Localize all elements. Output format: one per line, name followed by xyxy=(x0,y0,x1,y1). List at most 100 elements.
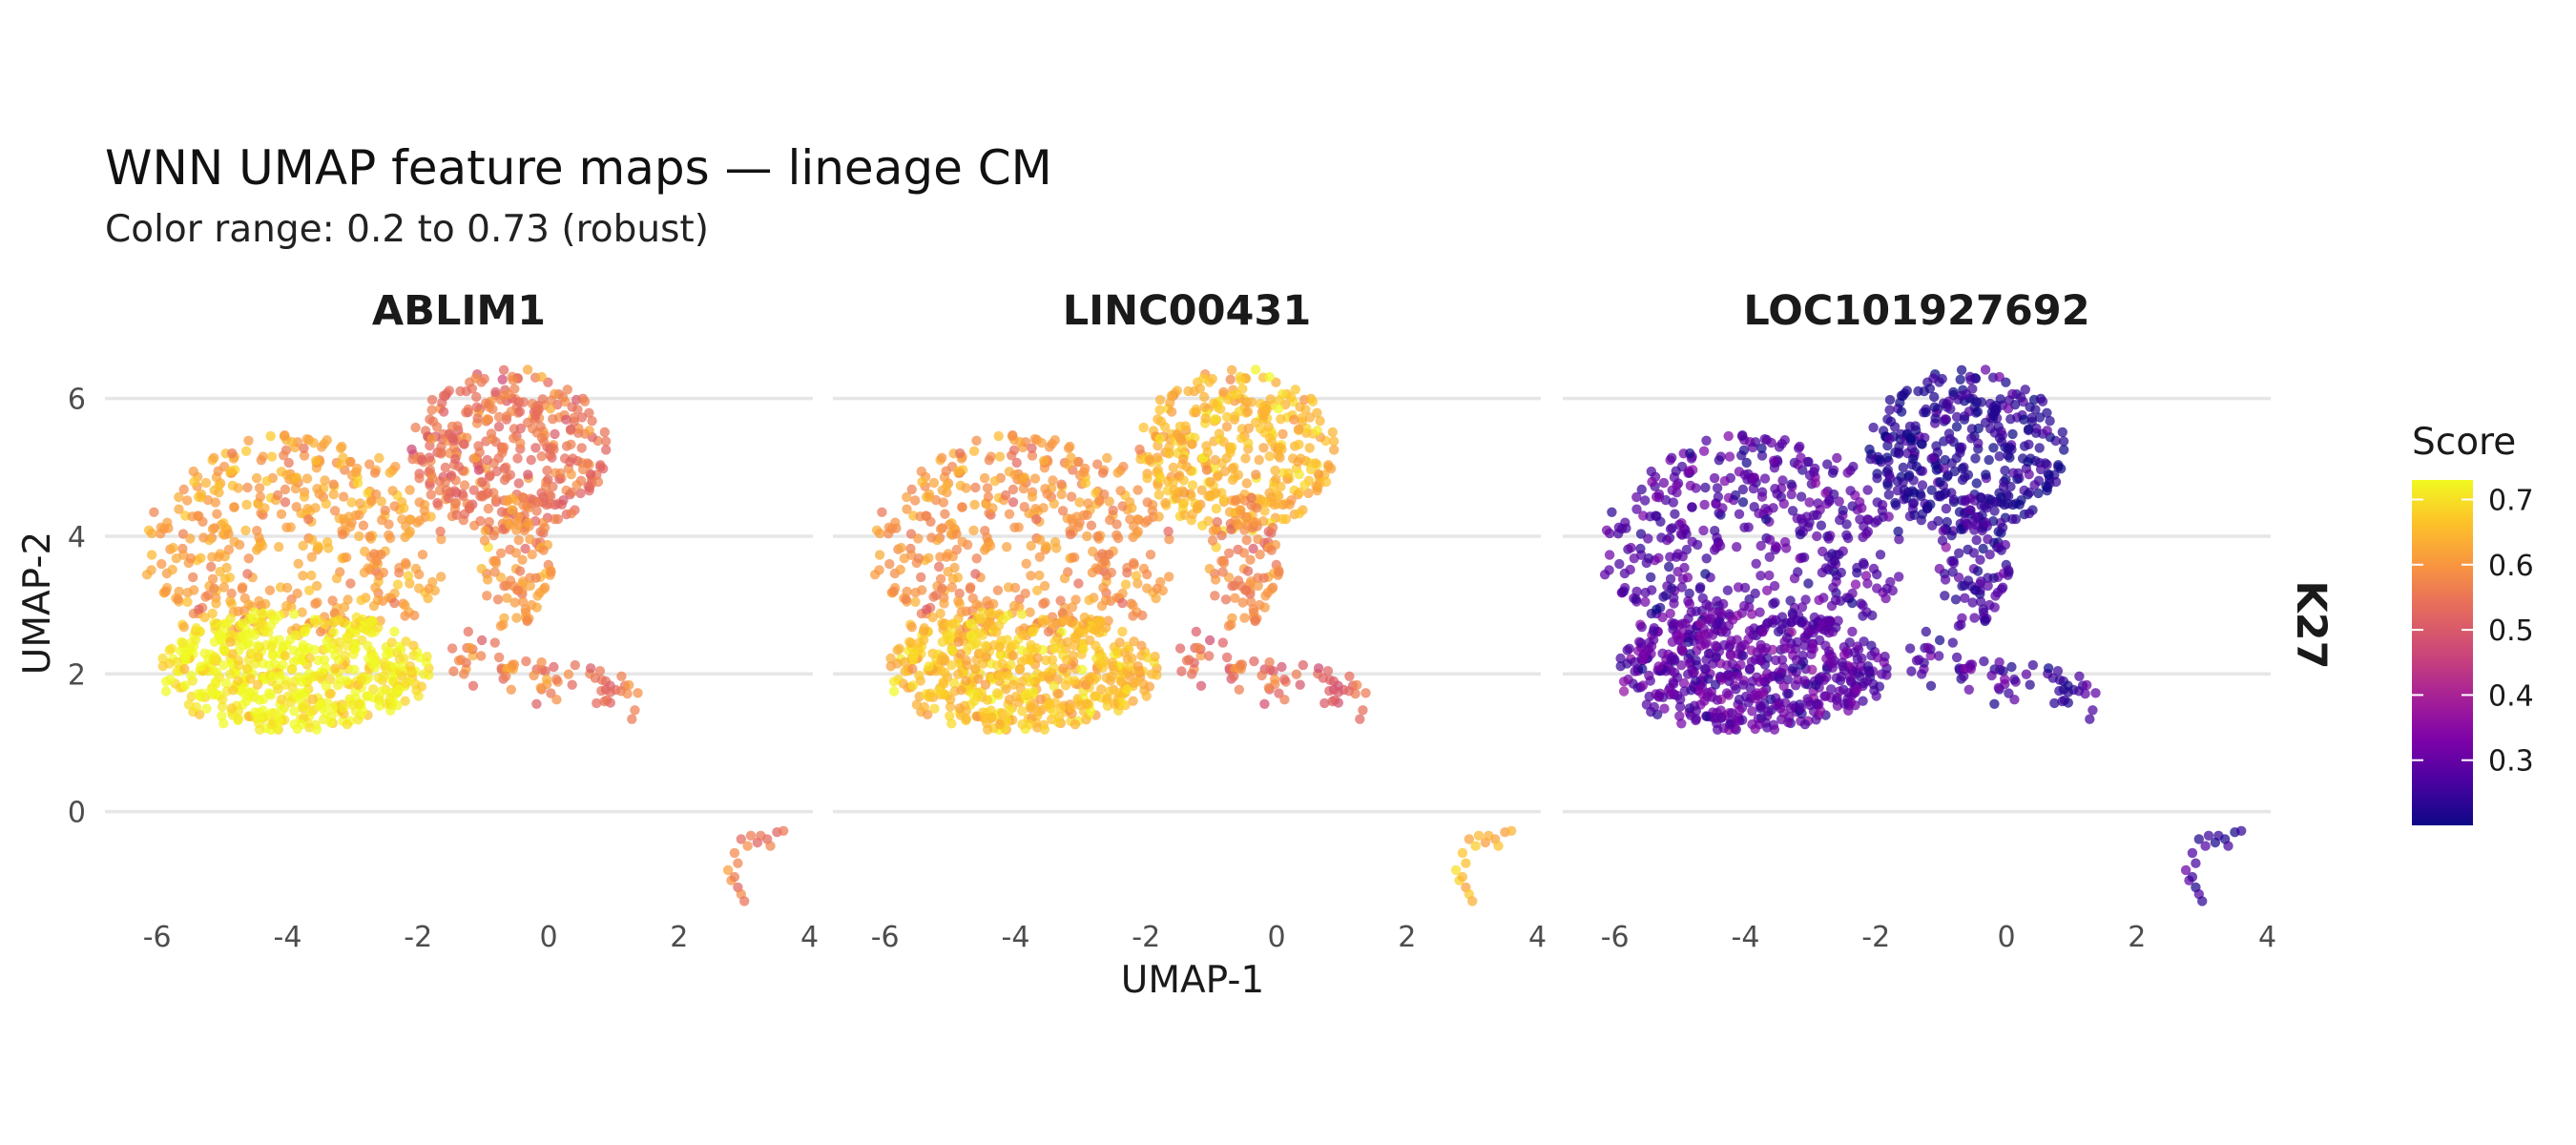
data-point xyxy=(1049,662,1059,673)
data-point xyxy=(1683,629,1694,640)
data-point xyxy=(363,488,373,498)
data-point xyxy=(1768,617,1778,628)
data-point xyxy=(1957,463,1967,474)
data-point xyxy=(745,830,757,841)
data-point xyxy=(1187,439,1197,449)
data-point xyxy=(1957,474,1968,486)
data-point xyxy=(330,663,341,674)
data-point xyxy=(2009,695,2020,705)
data-point xyxy=(1829,555,1840,567)
data-point xyxy=(490,558,501,569)
data-point xyxy=(546,567,556,577)
data-point xyxy=(1971,534,1982,546)
data-point xyxy=(1176,443,1188,453)
data-point xyxy=(1766,437,1776,448)
data-point xyxy=(1238,548,1250,558)
data-point xyxy=(1077,664,1088,675)
data-point xyxy=(299,450,310,461)
data-point xyxy=(535,422,546,432)
data-point xyxy=(1154,394,1166,406)
data-point xyxy=(1295,487,1305,498)
data-point xyxy=(2058,436,2069,447)
data-point xyxy=(541,499,552,510)
data-point xyxy=(1028,626,1038,637)
data-point xyxy=(1073,456,1084,468)
data-point xyxy=(1218,386,1229,398)
data-point xyxy=(605,687,615,697)
data-point xyxy=(526,454,536,466)
data-point xyxy=(1998,582,2008,593)
data-point xyxy=(1016,645,1028,656)
data-point xyxy=(1743,522,1754,532)
data-point xyxy=(1263,422,1274,432)
data-point xyxy=(1924,384,1936,394)
data-point xyxy=(1250,364,1261,375)
data-point xyxy=(1904,643,1916,654)
data-point xyxy=(400,600,410,611)
data-point xyxy=(922,510,932,522)
data-point xyxy=(733,858,743,868)
data-point xyxy=(1779,536,1791,548)
data-point xyxy=(1858,600,1868,611)
data-point xyxy=(1024,677,1035,687)
data-point xyxy=(1847,597,1858,609)
data-point xyxy=(1852,684,1862,695)
data-point xyxy=(194,604,204,614)
data-point xyxy=(376,686,387,697)
data-point xyxy=(296,718,307,730)
data-point xyxy=(450,497,462,509)
data-point xyxy=(1604,565,1614,575)
data-point xyxy=(1778,662,1789,673)
data-point xyxy=(263,627,274,637)
data-point xyxy=(378,567,388,578)
data-point xyxy=(1248,543,1258,554)
data-point xyxy=(416,681,427,692)
data-point xyxy=(1278,428,1288,440)
data-point xyxy=(1195,680,1207,691)
data-point xyxy=(1667,452,1677,463)
data-point xyxy=(1743,697,1754,708)
x-axis-title: UMAP-1 xyxy=(1121,959,1264,1002)
data-point xyxy=(1049,636,1060,647)
data-point xyxy=(1053,717,1064,728)
data-point xyxy=(1684,703,1695,714)
data-point xyxy=(1276,414,1286,425)
data-point xyxy=(1264,432,1276,444)
data-point xyxy=(1934,651,1944,661)
data-point xyxy=(1832,452,1842,464)
data-point xyxy=(558,392,569,403)
data-point xyxy=(2049,697,2060,709)
data-point xyxy=(384,530,394,540)
data-point xyxy=(1640,495,1651,506)
data-point xyxy=(1896,406,1907,417)
data-point xyxy=(1709,472,1720,484)
data-point xyxy=(1700,482,1711,493)
data-point xyxy=(1307,396,1319,406)
data-point xyxy=(413,691,424,701)
data-point xyxy=(1701,553,1712,564)
data-point xyxy=(513,511,524,523)
data-point xyxy=(1770,597,1780,608)
data-point xyxy=(779,825,789,836)
data-point xyxy=(736,834,746,844)
data-point xyxy=(1153,465,1164,475)
data-point xyxy=(489,637,500,648)
data-point xyxy=(386,637,397,648)
data-point xyxy=(174,504,184,514)
data-point xyxy=(536,371,547,383)
data-point xyxy=(1142,583,1153,593)
data-point xyxy=(2088,705,2098,716)
data-point xyxy=(1253,534,1263,545)
data-point xyxy=(1079,467,1090,477)
data-point xyxy=(1002,542,1012,552)
data-point xyxy=(1713,724,1723,735)
data-point xyxy=(1241,520,1252,531)
data-point xyxy=(1164,448,1174,459)
data-point xyxy=(352,478,364,489)
data-point xyxy=(1730,489,1741,501)
x-tick-label: 4 xyxy=(2258,921,2276,954)
data-point xyxy=(342,632,352,642)
data-point xyxy=(1814,675,1825,685)
data-point xyxy=(459,439,469,449)
data-point xyxy=(280,651,291,661)
